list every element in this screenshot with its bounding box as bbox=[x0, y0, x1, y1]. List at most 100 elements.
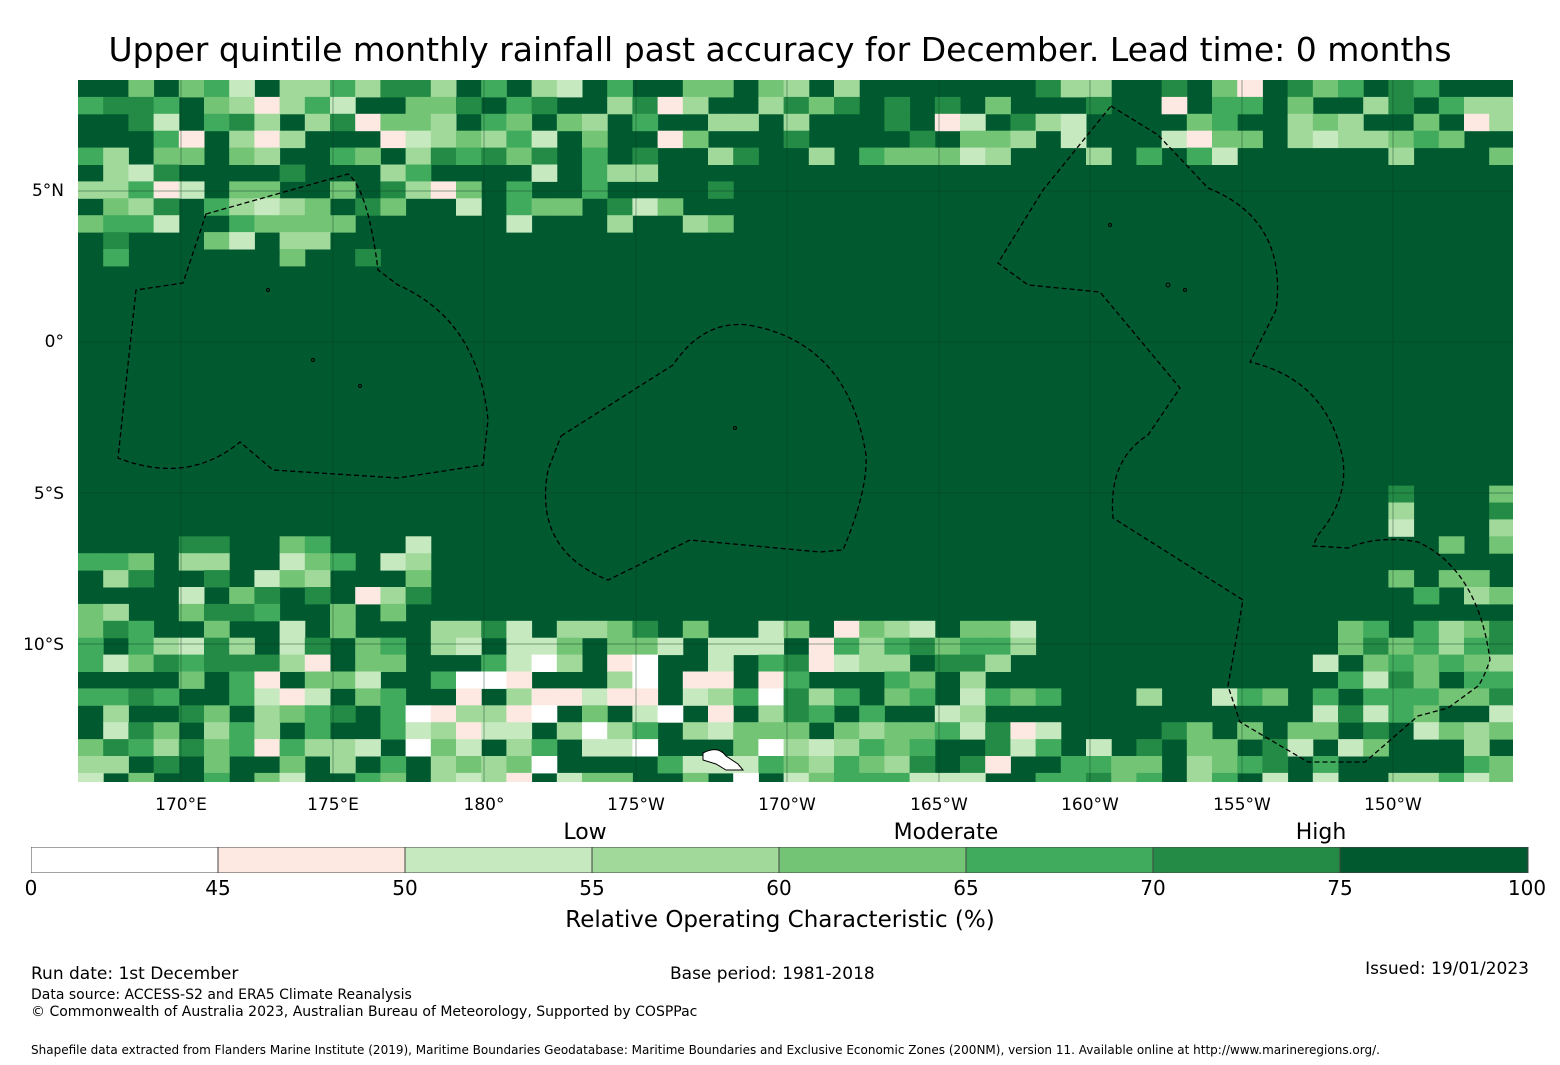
grid-cell bbox=[380, 722, 407, 740]
grid-cell bbox=[1186, 147, 1213, 165]
grid-cell bbox=[355, 147, 381, 165]
grid-cell bbox=[103, 147, 129, 165]
grid-cell bbox=[1489, 637, 1513, 656]
grid-cell bbox=[103, 603, 129, 622]
grid-cell bbox=[783, 654, 810, 672]
lon-label-170w: 170°W bbox=[758, 795, 816, 815]
grid-cell bbox=[279, 130, 306, 149]
grid-cell bbox=[934, 147, 961, 165]
grid-cell bbox=[632, 722, 659, 740]
grid-cell bbox=[405, 536, 432, 554]
grid-cell bbox=[456, 198, 482, 216]
lat-label-5s: 5°S bbox=[33, 484, 64, 504]
grid-cell bbox=[380, 705, 407, 723]
grid-cell bbox=[229, 722, 255, 740]
colorbar-segment bbox=[31, 847, 219, 873]
grid-cell bbox=[531, 164, 558, 182]
grid-cell bbox=[556, 688, 583, 706]
legend-category-low: Low bbox=[563, 820, 607, 845]
grid-cell bbox=[1287, 80, 1314, 98]
grid-cell bbox=[808, 739, 835, 757]
grid-cell bbox=[960, 130, 986, 149]
colorbar-tick: 60 bbox=[766, 876, 792, 900]
grid-cell bbox=[254, 705, 281, 723]
grid-cell bbox=[531, 739, 558, 757]
grid-cell bbox=[708, 654, 734, 672]
grid-cell bbox=[1388, 705, 1415, 723]
grid-cell bbox=[1136, 688, 1163, 706]
grid-cell bbox=[430, 181, 457, 199]
grid-cell bbox=[380, 113, 407, 132]
grid-cell bbox=[279, 80, 306, 98]
grid-cell bbox=[1388, 519, 1415, 537]
grid-cell bbox=[78, 739, 104, 757]
grid-cell bbox=[204, 756, 230, 774]
grid-cell bbox=[632, 637, 659, 656]
grid-cell bbox=[380, 654, 407, 672]
grid-cell bbox=[758, 739, 785, 757]
grid-cell bbox=[1338, 130, 1364, 149]
colorbar-segment bbox=[404, 847, 593, 873]
grid-cell bbox=[254, 181, 281, 199]
grid-cell bbox=[1489, 620, 1513, 639]
lon-label-165w: 165°W bbox=[910, 795, 968, 815]
grid-cell bbox=[1464, 654, 1490, 672]
grid-cell bbox=[733, 772, 759, 782]
grid-cell bbox=[1388, 688, 1415, 706]
grid-cell bbox=[229, 181, 255, 199]
grid-cell bbox=[582, 181, 608, 199]
grid-cell bbox=[1489, 113, 1513, 132]
grid-cell bbox=[1464, 587, 1490, 605]
grid-cell bbox=[380, 756, 407, 774]
grid-cell bbox=[355, 587, 381, 605]
grid-cell bbox=[1489, 536, 1513, 554]
grid-cell bbox=[279, 536, 306, 554]
grid-cell bbox=[960, 147, 986, 165]
grid-cell bbox=[758, 671, 785, 689]
grid-cell bbox=[758, 80, 785, 98]
grid-cell bbox=[103, 705, 129, 723]
grid-cell bbox=[254, 654, 281, 672]
grid-cell bbox=[430, 113, 457, 132]
data-source: Data source: ACCESS-S2 and ERA5 Climate … bbox=[31, 987, 412, 1003]
grid-cell bbox=[506, 147, 533, 165]
grid-cell bbox=[103, 570, 129, 588]
grid-cell bbox=[229, 637, 255, 656]
grid-cell bbox=[405, 147, 432, 165]
grid-cell bbox=[481, 620, 507, 639]
grid-cell bbox=[128, 96, 155, 115]
grid-cell bbox=[405, 130, 432, 149]
grid-cell bbox=[1060, 80, 1087, 98]
grid-cell bbox=[934, 722, 961, 740]
grid-cell bbox=[783, 96, 810, 115]
grid-cell bbox=[607, 688, 633, 706]
grid-cell bbox=[103, 688, 129, 706]
grid-cell bbox=[229, 130, 255, 149]
island-atoll bbox=[1183, 288, 1187, 292]
grid-cell bbox=[380, 181, 407, 199]
grid-cell bbox=[1338, 739, 1364, 757]
grid-cell bbox=[1413, 620, 1440, 639]
grid-cell bbox=[1136, 756, 1163, 774]
grid-cell bbox=[1010, 637, 1037, 656]
grid-cell bbox=[1086, 147, 1112, 165]
colorbar-segment bbox=[217, 847, 406, 873]
grid-cell bbox=[1388, 502, 1415, 520]
grid-cell bbox=[1186, 113, 1213, 132]
grid-cell bbox=[1438, 688, 1465, 706]
grid-cell bbox=[456, 772, 482, 782]
grid-cell bbox=[254, 96, 281, 115]
grid-cell bbox=[405, 739, 432, 757]
grid-cell bbox=[909, 147, 936, 165]
grid-cell bbox=[682, 620, 709, 639]
grid-cell bbox=[380, 164, 407, 182]
grid-cell bbox=[279, 249, 306, 267]
grid-cell bbox=[1312, 772, 1339, 782]
grid-cell bbox=[128, 80, 155, 98]
grid-cell bbox=[304, 570, 331, 588]
copyright: © Commonwealth of Australia 2023, Austra… bbox=[31, 1004, 698, 1020]
grid-cell bbox=[808, 654, 835, 672]
island-atoll bbox=[1108, 223, 1112, 227]
grid-cell bbox=[1489, 96, 1513, 115]
grid-cell bbox=[204, 232, 230, 250]
